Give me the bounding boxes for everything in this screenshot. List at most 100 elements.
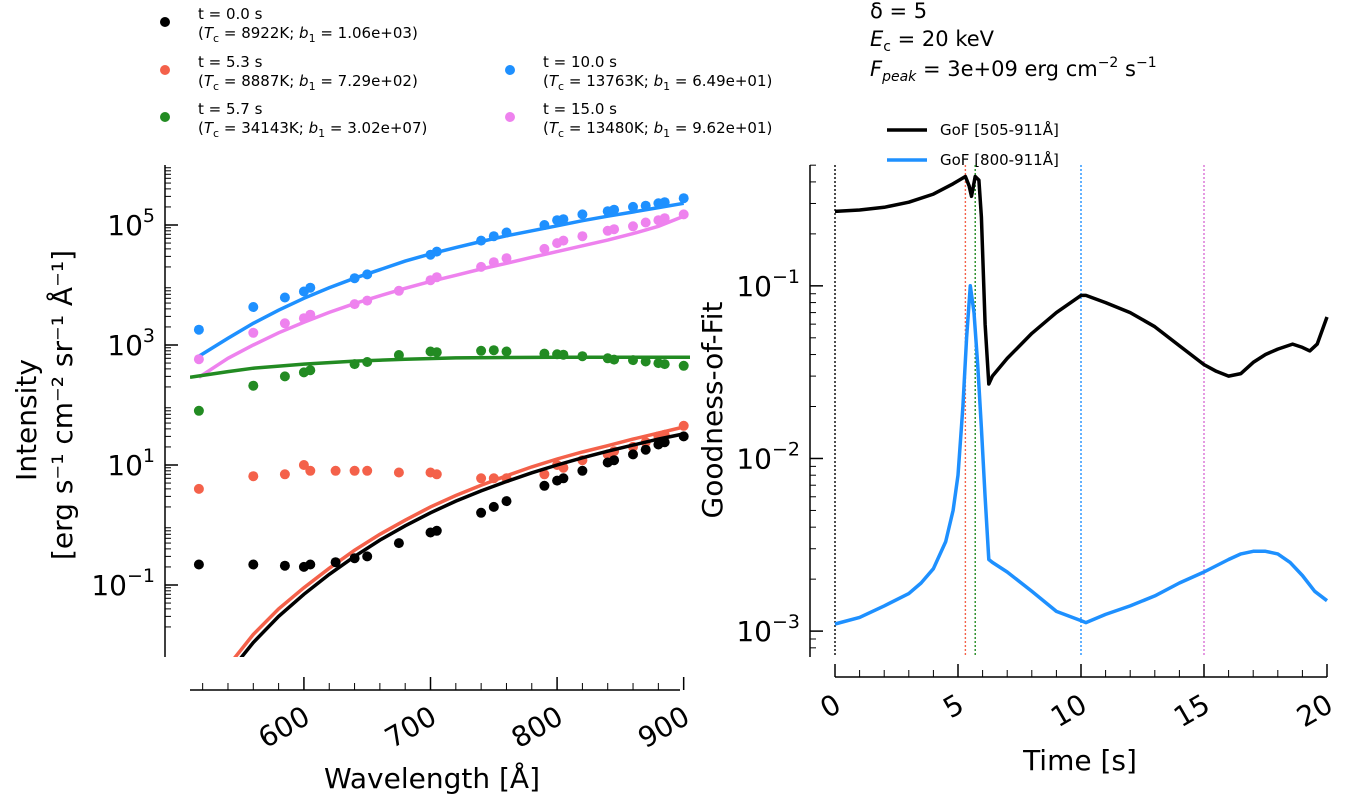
spectra-data-point: [558, 473, 569, 484]
spectra-data-point: [640, 444, 651, 455]
spectra-data-point: [193, 559, 204, 570]
spectra-data-point: [349, 359, 360, 370]
spectra-y-tick-label: 101: [107, 445, 155, 482]
spectra-legend-entry: t = 5.3 s(Tc = 8887K; b1 = 7.29e+02): [160, 53, 418, 93]
spectra-data-point: [248, 559, 259, 570]
spectra-data-point: [476, 261, 487, 272]
spectra-fit-line: [197, 214, 685, 379]
spectra-data-point: [678, 431, 689, 442]
spectra-legend-marker: [160, 65, 170, 75]
spectra-data-point: [362, 551, 373, 562]
spectra-data-point: [349, 299, 360, 310]
gof-series-line: [834, 174, 1329, 386]
spectra-series: [190, 345, 690, 416]
spectra-x-tick-label: 900: [632, 699, 695, 754]
spectra-data-point: [488, 501, 499, 512]
spectra-x-axis: 600 700 800 900: [190, 677, 695, 755]
spectra-legend-params: (Tc = 34143K; b1 = 3.02e+07): [198, 119, 427, 140]
spectra-data-point: [640, 217, 651, 228]
spectra-x-tick-label: 700: [379, 699, 442, 754]
spectra-x-axis-label: Wavelength [Å]: [324, 761, 540, 795]
gof-x-tick-label: 15: [1168, 687, 1215, 733]
spectra-data-point: [305, 465, 316, 476]
gof-legend-label: GoF [800-911Å]: [940, 150, 1059, 169]
spectra-data-point: [501, 346, 512, 357]
gof-x-axis: 0 5 10 15 20: [815, 664, 1339, 734]
spectra-y-axis-label-line1: Intensity: [10, 359, 43, 481]
spectra-data-point: [678, 420, 689, 431]
fpeak-annotation: Fpeak = 3e+09 erg cm−2 s−1: [870, 55, 1157, 85]
model-parameters: δ = 5 Ec = 20 keV Fpeak = 3e+09 erg cm−2…: [870, 0, 1157, 85]
spectra-data-point: [431, 246, 442, 257]
spectra-data-point: [539, 348, 550, 359]
spectra-legend-marker: [505, 112, 515, 122]
spectra-legend-marker: [505, 65, 515, 75]
spectra-y-tick-label: 103: [107, 325, 155, 362]
spectra-data-point: [628, 449, 638, 460]
spectra-data-point: [539, 469, 550, 480]
spectra-data-point: [349, 553, 360, 564]
gof-legend-entry: GoF [505-911Å]: [887, 120, 1059, 139]
spectra-legend-entry: t = 10.0 s(Tc = 13763K; b1 = 6.49e+01): [505, 53, 772, 93]
spectra-data-point: [431, 272, 442, 283]
spectra-data-point: [431, 347, 442, 358]
spectra-data-point: [628, 355, 638, 366]
spectra-legend-marker: [160, 112, 170, 122]
spectra-y-tick-label: 10−1: [91, 565, 155, 602]
spectra-data-point: [558, 349, 569, 360]
spectra-data-point: [193, 324, 204, 335]
spectra-data-point: [609, 354, 620, 365]
gof-y-tick-label: 10−1: [736, 266, 800, 303]
spectra-data-point: [248, 327, 259, 338]
spectra-data-point: [577, 465, 588, 476]
gof-y-tick-label: 10−2: [736, 438, 800, 475]
spectra-data-point: [659, 437, 670, 448]
spectra-data-point: [609, 455, 620, 466]
gof-x-tick-label: 5: [938, 687, 970, 724]
spectra-data-point: [476, 473, 487, 484]
spectra-data-point: [349, 273, 360, 284]
gof-x-tick-label: 20: [1291, 687, 1338, 733]
spectra-legend-time: t = 10.0 s: [543, 53, 617, 71]
spectra-data-point: [279, 469, 290, 480]
spectra-data-point: [539, 243, 550, 254]
spectra-data-point: [362, 465, 373, 476]
gof-y-axis: 10−1 10−2 10−3: [736, 164, 823, 657]
gof-legend: GoF [505-911Å] GoF [800-911Å]: [887, 120, 1059, 169]
spectra-legend-time: t = 0.0 s: [198, 5, 263, 23]
spectra-data-point: [628, 221, 638, 232]
spectra-legend-entry: t = 5.7 s(Tc = 34143K; b1 = 3.02e+07): [160, 100, 427, 140]
gof-plot-area: [834, 165, 1329, 657]
spectra-data-point: [305, 282, 316, 293]
spectra-data-point: [501, 253, 512, 264]
spectra-data-point: [488, 473, 499, 484]
spectra-fit-line: [239, 432, 685, 657]
spectra-legend-time: t = 5.3 s: [198, 53, 263, 71]
gof-x-tick-label: 10: [1045, 687, 1092, 733]
gof-x-tick-label: 0: [815, 687, 847, 724]
spectra-data-point: [476, 345, 487, 356]
spectra-data-point: [640, 356, 651, 367]
spectra-plot-area: [190, 193, 690, 657]
gof-x-axis-label: Time [s]: [1022, 744, 1137, 777]
spectra-fit-line: [233, 425, 685, 657]
spectra-data-point: [488, 231, 499, 242]
spectra-data-point: [431, 525, 442, 536]
spectra-data-point: [362, 357, 373, 367]
spectra-data-point: [577, 231, 588, 242]
spectra-data-point: [305, 309, 316, 320]
spectra-legend: t = 0.0 s(Tc = 8922K; b1 = 1.06e+03)t = …: [160, 5, 772, 140]
spectra-data-point: [539, 480, 550, 491]
spectra-data-point: [193, 405, 204, 416]
spectra-data-point: [501, 227, 512, 238]
spectra-legend-params: (Tc = 13480K; b1 = 9.62e+01): [543, 119, 772, 140]
spectra-data-point: [488, 257, 499, 268]
spectra-data-point: [659, 213, 670, 224]
spectra-y-axis: 105 103 101 10−1: [91, 165, 178, 657]
gof-legend-entry: GoF [800-911Å]: [887, 150, 1059, 169]
spectra-data-point: [558, 214, 569, 225]
spectra-data-point: [678, 209, 689, 220]
spectra-data-point: [488, 345, 499, 356]
gof-legend-label: GoF [505-911Å]: [940, 120, 1059, 139]
